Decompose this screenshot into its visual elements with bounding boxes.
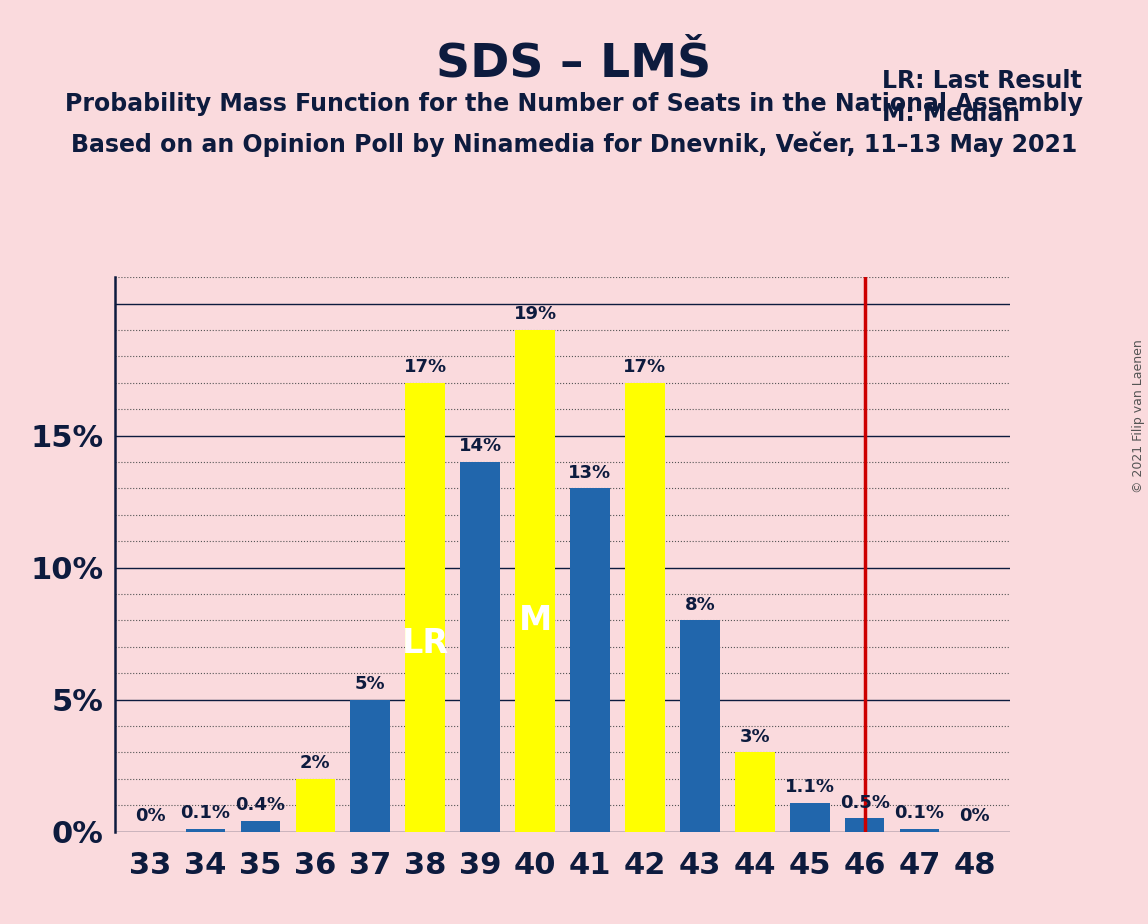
Text: 0.1%: 0.1% xyxy=(894,805,945,822)
Text: 2%: 2% xyxy=(300,754,331,772)
Text: LR: Last Result: LR: Last Result xyxy=(882,69,1081,93)
Bar xyxy=(626,383,665,832)
Bar xyxy=(241,821,280,832)
Bar xyxy=(186,829,225,832)
Text: 0.5%: 0.5% xyxy=(839,794,890,812)
Text: 19%: 19% xyxy=(513,306,557,323)
Text: 17%: 17% xyxy=(623,359,667,376)
Bar xyxy=(515,330,554,832)
Text: 17%: 17% xyxy=(404,359,447,376)
Text: 0%: 0% xyxy=(135,807,165,825)
Text: 8%: 8% xyxy=(684,596,715,614)
Text: Based on an Opinion Poll by Ninamedia for Dnevnik, Večer, 11–13 May 2021: Based on an Opinion Poll by Ninamedia fo… xyxy=(71,131,1077,157)
Text: 0.1%: 0.1% xyxy=(180,805,231,822)
Text: © 2021 Filip van Laenen: © 2021 Filip van Laenen xyxy=(1132,339,1146,492)
Bar xyxy=(405,383,445,832)
Bar xyxy=(735,752,775,832)
Bar xyxy=(295,779,335,832)
Bar xyxy=(790,803,830,832)
Text: 0%: 0% xyxy=(960,807,990,825)
Text: LR: LR xyxy=(402,626,449,660)
Text: 14%: 14% xyxy=(458,437,502,456)
Text: Probability Mass Function for the Number of Seats in the National Assembly: Probability Mass Function for the Number… xyxy=(65,92,1083,116)
Bar xyxy=(460,462,499,832)
Bar xyxy=(350,699,390,832)
Bar xyxy=(845,819,884,832)
Text: M: Median: M: Median xyxy=(882,102,1021,126)
Text: M: M xyxy=(519,604,552,638)
Text: 13%: 13% xyxy=(568,464,612,481)
Bar xyxy=(680,620,720,832)
Text: SDS – LMŠ: SDS – LMŠ xyxy=(436,42,712,87)
Bar xyxy=(900,829,939,832)
Text: 0.4%: 0.4% xyxy=(235,796,286,814)
Text: 3%: 3% xyxy=(739,728,770,746)
Text: 1.1%: 1.1% xyxy=(785,778,835,796)
Bar xyxy=(571,489,610,832)
Text: 5%: 5% xyxy=(355,675,386,693)
